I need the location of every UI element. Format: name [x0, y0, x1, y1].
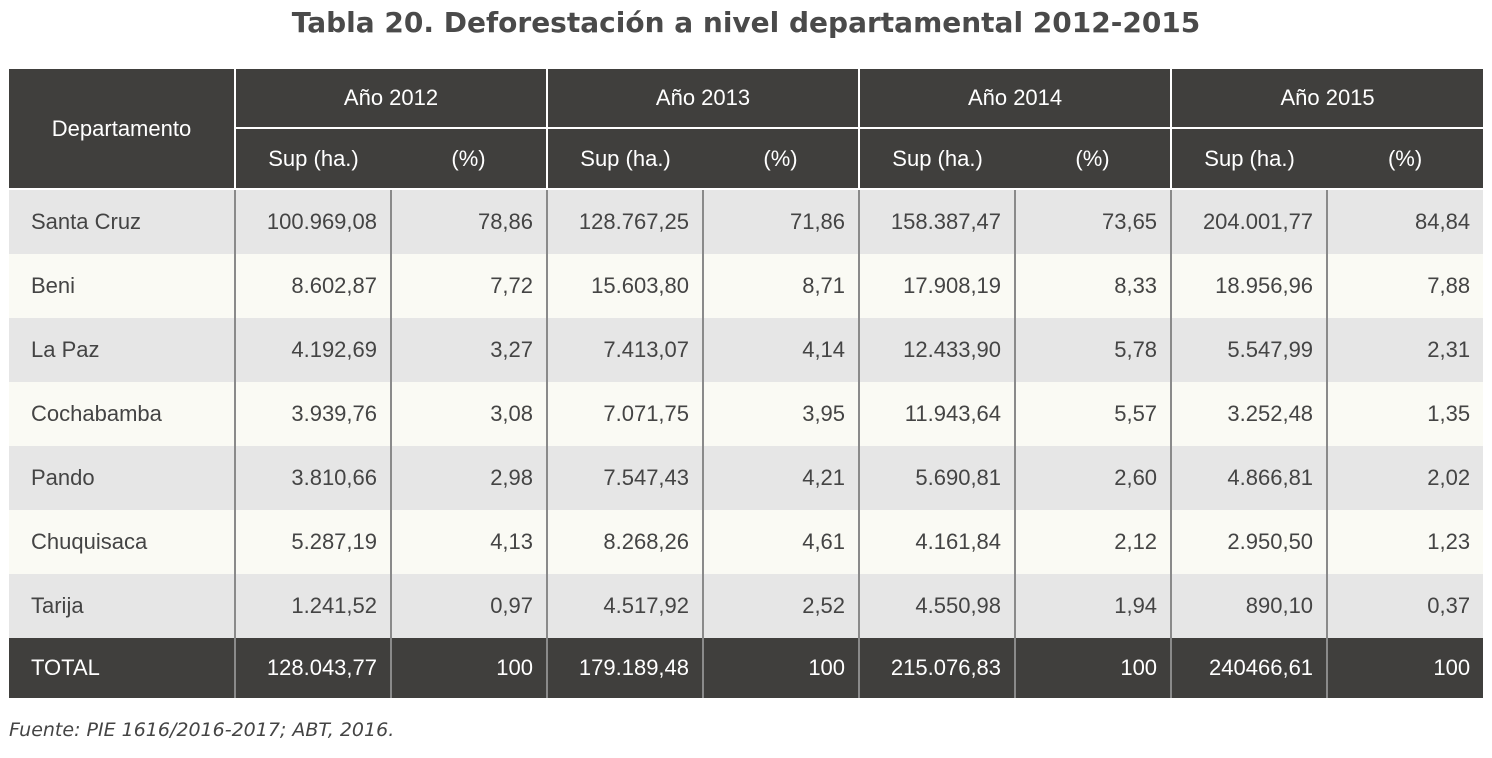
- cell-sup: 17.908,19: [858, 254, 1016, 318]
- cell-sup: 2.950,50: [1170, 510, 1328, 574]
- department-name: Cochabamba: [9, 382, 235, 446]
- header-sup: Sup (ha.): [234, 127, 391, 189]
- cell-pct: 2,98: [389, 446, 548, 510]
- cell-sup: 204.001,77: [1170, 188, 1328, 254]
- cell-pct: 0,37: [1326, 574, 1484, 638]
- cell-sup: 8.268,26: [546, 510, 704, 574]
- department-name: Chuquisaca: [9, 510, 235, 574]
- cell-pct: 3,08: [389, 382, 548, 446]
- cell-pct: 3,95: [702, 382, 860, 446]
- header-year: Año 2014: [858, 69, 1172, 129]
- cell-sup: 1.241,52: [234, 574, 391, 638]
- source-note: Fuente: PIE 1616/2016-2017; ABT, 2016.: [9, 719, 395, 741]
- cell-sup: 11.943,64: [858, 382, 1016, 446]
- header-year: Año 2012: [233, 69, 548, 129]
- cell-pct: 7,88: [1326, 254, 1484, 318]
- header-departamento: Departamento: [9, 69, 235, 189]
- cell-sup: 15.603,80: [546, 254, 704, 318]
- header-pct: (%): [1015, 127, 1172, 189]
- cell-sup: 5.287,19: [234, 510, 391, 574]
- cell-pct: 71,86: [702, 188, 860, 254]
- cell-pct: 1,23: [1326, 510, 1484, 574]
- cell-sup: 3.252,48: [1170, 382, 1328, 446]
- table-row: Beni 8.602,87 7,72 15.603,80 8,71 17.908,19 8,…: [9, 254, 1484, 318]
- cell-sup: 128.043,77: [234, 638, 391, 698]
- table-row: Pando 3.810,66 2,98 7.547,43 4,21 5.690,81 2,6…: [9, 446, 1484, 510]
- cell-sup: 4.866,81: [1170, 446, 1328, 510]
- header-year: Año 2015: [1170, 69, 1484, 129]
- header-sup: Sup (ha.): [1170, 127, 1328, 189]
- cell-sup: 12.433,90: [858, 318, 1016, 382]
- cell-pct: 8,71: [702, 254, 860, 318]
- table-row: La Paz 4.192,69 3,27 7.413,07 4,14 12.433,90 5…: [9, 318, 1484, 382]
- cell-sup: 5.547,99: [1170, 318, 1328, 382]
- cell-sup: 890,10: [1170, 574, 1328, 638]
- cell-sup: 8.602,87: [234, 254, 391, 318]
- table-row: Tarija 1.241,52 0,97 4.517,92 2,52 4.550,98 1,…: [9, 574, 1484, 638]
- header-row-subcolumns: Sup (ha.) (%) Sup (ha.) (%) Sup (ha.) (%) Sup …: [9, 127, 1484, 189]
- cell-sup: 128.767,25: [546, 188, 704, 254]
- cell-sup: 7.413,07: [546, 318, 704, 382]
- department-name: Santa Cruz: [9, 188, 235, 254]
- cell-sup: 100.969,08: [234, 188, 391, 254]
- cell-pct: 0,97: [389, 574, 548, 638]
- cell-pct: 2,02: [1326, 446, 1484, 510]
- header-row-years: Departamento Año 2012 Año 2013 Año 2014 …: [9, 69, 1484, 189]
- department-name: Pando: [9, 446, 235, 510]
- cell-pct: 5,57: [1014, 382, 1172, 446]
- deforestation-table: Departamento Año 2012 Año 2013 Año 2014 …: [9, 69, 1484, 698]
- cell-pct: 4,14: [702, 318, 860, 382]
- cell-pct: 84,84: [1326, 188, 1484, 254]
- cell-sup: 179.189,48: [546, 638, 704, 698]
- header-pct: (%): [703, 127, 860, 189]
- cell-pct: 100: [1326, 638, 1484, 698]
- cell-pct: 2,12: [1014, 510, 1172, 574]
- cell-sup: 215.076,83: [858, 638, 1016, 698]
- cell-pct: 73,65: [1014, 188, 1172, 254]
- table-row: Cochabamba 3.939,76 3,08 7.071,75 3,95 11.943…: [9, 382, 1484, 446]
- header-sup: Sup (ha.): [546, 127, 704, 189]
- cell-pct: 1,94: [1014, 574, 1172, 638]
- department-name: TOTAL: [9, 638, 235, 698]
- header-pct: (%): [391, 127, 548, 189]
- header-sup: Sup (ha.): [858, 127, 1016, 189]
- department-name: Beni: [9, 254, 235, 318]
- header-pct: (%): [1327, 127, 1484, 189]
- cell-pct: 5,78: [1014, 318, 1172, 382]
- cell-pct: 100: [389, 638, 548, 698]
- cell-pct: 78,86: [389, 188, 548, 254]
- cell-pct: 3,27: [389, 318, 548, 382]
- table-row: Santa Cruz 100.969,08 78,86 128.767,25 71,86…: [9, 188, 1484, 254]
- cell-pct: 2,52: [702, 574, 860, 638]
- cell-pct: 1,35: [1326, 382, 1484, 446]
- cell-sup: 4.161,84: [858, 510, 1016, 574]
- department-name: Tarija: [9, 574, 235, 638]
- cell-pct: 7,72: [389, 254, 548, 318]
- cell-sup: 18.956,96: [1170, 254, 1328, 318]
- cell-sup: 240466,61: [1170, 638, 1328, 698]
- cell-sup: 5.690,81: [858, 446, 1016, 510]
- cell-pct: 2,60: [1014, 446, 1172, 510]
- cell-sup: 3.939,76: [234, 382, 391, 446]
- cell-sup: 7.071,75: [546, 382, 704, 446]
- cell-sup: 158.387,47: [858, 188, 1016, 254]
- cell-pct: 4,13: [389, 510, 548, 574]
- cell-sup: 4.517,92: [546, 574, 704, 638]
- cell-pct: 2,31: [1326, 318, 1484, 382]
- cell-pct: 100: [1014, 638, 1172, 698]
- cell-pct: 4,21: [702, 446, 860, 510]
- table-title: Tabla 20. Deforestación a nivel departam…: [291, 6, 1201, 39]
- cell-sup: 7.547,43: [546, 446, 704, 510]
- cell-sup: 3.810,66: [234, 446, 391, 510]
- total-row: TOTAL 128.043,77 100 179.189,48 100 215.076,8…: [9, 638, 1484, 698]
- cell-pct: 4,61: [702, 510, 860, 574]
- cell-pct: 8,33: [1014, 254, 1172, 318]
- cell-sup: 4.550,98: [858, 574, 1016, 638]
- cell-pct: 100: [702, 638, 860, 698]
- cell-sup: 4.192,69: [234, 318, 391, 382]
- table-row: Chuquisaca 5.287,19 4,13 8.268,26 4,61 4.161,…: [9, 510, 1484, 574]
- department-name: La Paz: [9, 318, 235, 382]
- header-year: Año 2013: [546, 69, 860, 129]
